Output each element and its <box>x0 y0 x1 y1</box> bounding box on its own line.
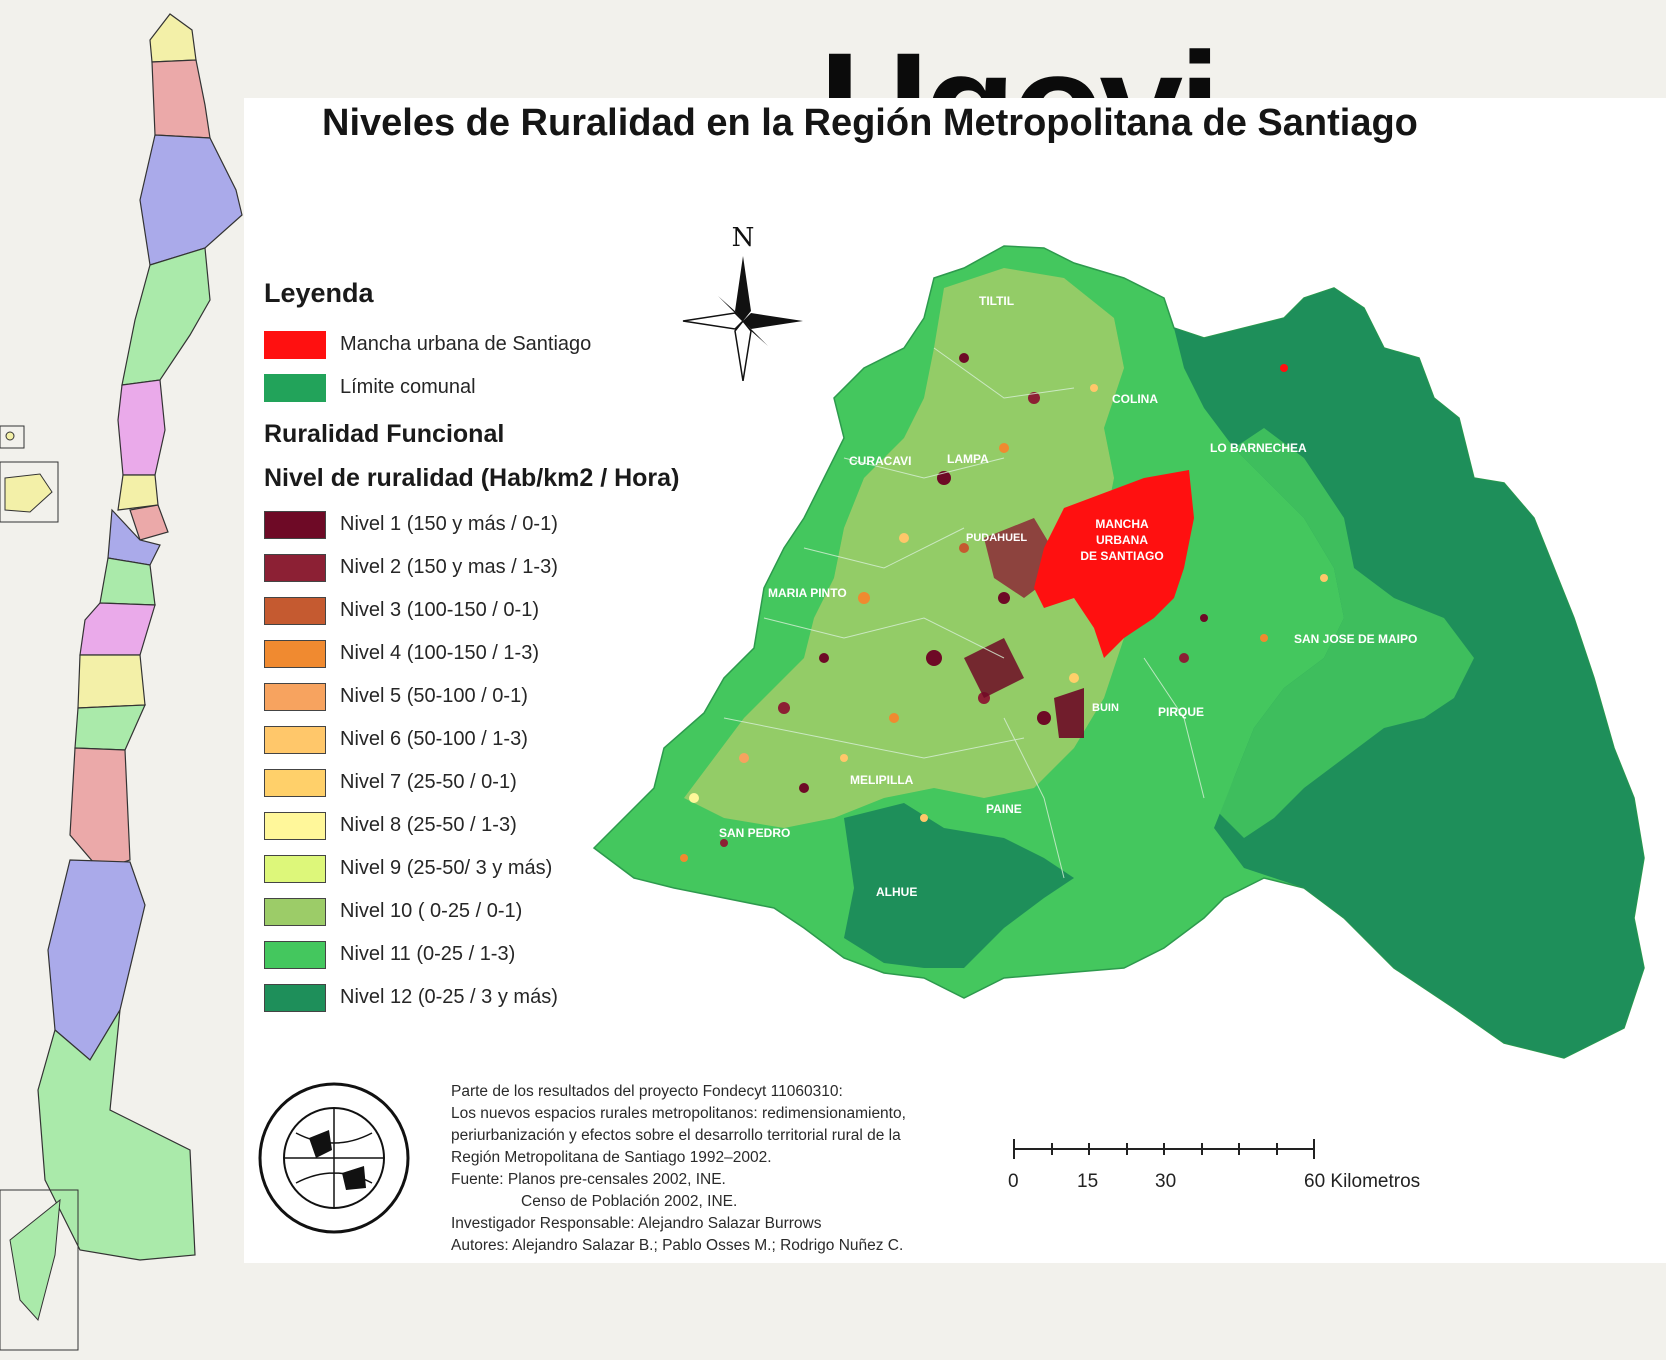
region-level11-band <box>1219 428 1474 838</box>
legend-item-level-10: Nivel 10 ( 0-25 / 0-1) <box>264 890 734 933</box>
commune-label-buin: BUIN <box>1092 702 1119 714</box>
chile-regions-map <box>0 13 243 1351</box>
legend-swatch <box>264 373 326 402</box>
legend-level-heading: Nivel de ruralidad (Hab/km2 / Hora) <box>264 464 680 492</box>
commune-boundaries <box>723 347 1205 879</box>
legend-level-label: Nivel 5 (50-100 / 0-1) <box>340 685 528 707</box>
scale-label-0: 0 <box>1008 1171 1019 1192</box>
scale-label-15: 15 <box>1077 1171 1099 1192</box>
legend-item-level-2: Nivel 2 (150 y mas / 1-3) <box>264 546 734 589</box>
legend-item-level-8: Nivel 8 (25-50 / 1-3) <box>264 804 734 847</box>
legend-level-label: Nivel 7 (25-50 / 0-1) <box>340 771 517 793</box>
region-map-svg <box>592 245 1645 1059</box>
scale-bar: 0 15 30 60 Kilometros <box>1008 1135 1420 1192</box>
legend-item-level-11: Nivel 11 (0-25 / 1-3) <box>264 933 734 976</box>
commune-label-tiltil: TILTIL <box>979 294 1015 308</box>
legend-swatch <box>264 811 326 840</box>
commune-label-san-pedro: SAN PEDRO <box>719 826 791 840</box>
legend-level-label: Nivel 8 (25-50 / 1-3) <box>340 814 517 836</box>
commune-label-alhue: ALHUE <box>876 885 918 899</box>
commune-label-san-jose-de-maipo: SAN JOSE DE MAIPO <box>1294 632 1418 646</box>
commune-label-melipilla: MELIPILLA <box>850 773 914 787</box>
commune-label-pudahuel: PUDAHUEL <box>966 532 1028 544</box>
legend-swatch <box>264 725 326 754</box>
legend-subheading: Ruralidad Funcional <box>264 420 505 448</box>
legend-item-level-4: Nivel 4 (100-150 / 1-3) <box>264 632 734 675</box>
legend-swatch <box>264 854 326 883</box>
legend-level-label: Nivel 11 (0-25 / 1-3) <box>340 943 516 965</box>
inset-islands-box <box>0 425 25 449</box>
scale-label-30: 30 <box>1155 1171 1177 1192</box>
legend-level-label: Nivel 9 (25-50/ 3 y más) <box>340 857 553 879</box>
region-loslagos <box>69 747 131 871</box>
legend-swatch <box>264 330 326 359</box>
region-araucania <box>77 654 146 709</box>
commune-label-paine: PAINE <box>986 802 1022 816</box>
commune-label-colina: COLINA <box>1112 392 1158 406</box>
urban-santiago-area <box>1034 470 1194 658</box>
legend-item-level-12: Nivel 12 (0-25 / 3 y más) <box>264 976 734 1019</box>
legend-swatch <box>264 639 326 668</box>
legend-swatch <box>264 983 326 1012</box>
legend-level-label: Nivel 3 (100-150 / 0-1) <box>340 599 539 621</box>
map-legend: Leyenda Mancha urbana de Santiago Límite… <box>264 278 734 1019</box>
region-level10-center <box>684 268 1124 828</box>
legend-heading: Leyenda <box>264 278 374 308</box>
legend-level-label: Nivel 1 (150 y más / 0-1) <box>340 513 558 535</box>
scale-bar-graphic <box>1013 1139 1315 1159</box>
legend-item-commune-limit: Límite comunal <box>264 366 734 409</box>
region-magallanes <box>37 1009 196 1261</box>
region-coquimbo <box>117 379 166 476</box>
commune-label-lampa: LAMPA <box>947 452 989 466</box>
legend-swatch <box>264 940 326 969</box>
region-atacama <box>121 247 211 386</box>
inset-easter-island-box <box>0 461 59 523</box>
region-metropolitana <box>129 504 169 541</box>
region-aysen <box>47 859 146 1061</box>
inset-antarctica-box <box>0 1189 79 1351</box>
region-level12-southwest <box>844 803 1074 968</box>
legend-item-level-9: Nivel 9 (25-50/ 3 y más) <box>264 847 734 890</box>
legend-level-list: Nivel 1 (150 y más / 0-1) Nivel 2 (150 y … <box>264 503 734 1019</box>
legend-swatch <box>264 510 326 539</box>
map-title: Niveles de Ruralidad en la Región Metrop… <box>322 102 1418 144</box>
legend-swatch <box>264 596 326 625</box>
region-tarapaca <box>151 59 211 139</box>
commune-label-lo-barnechea: LO BARNECHEA <box>1210 441 1307 455</box>
legend-swatch <box>264 553 326 582</box>
legend-level-label: Nivel 4 (100-150 / 1-3) <box>340 642 539 664</box>
legend-swatch <box>264 897 326 926</box>
university-seal-logo <box>258 1082 410 1234</box>
commune-label-pirque: PIRQUE <box>1158 705 1205 719</box>
legend-level-label: Nivel 2 (150 y mas / 1-3) <box>340 556 558 578</box>
legend-level-label: Nivel 10 ( 0-25 / 0-1) <box>340 900 523 922</box>
region-arica <box>149 13 197 63</box>
legend-swatch <box>264 682 326 711</box>
legend-level-label: Nivel 6 (50-100 / 1-3) <box>340 728 528 750</box>
region-losrios <box>74 704 146 751</box>
legend-item-level-1: Nivel 1 (150 y más / 0-1) <box>264 503 734 546</box>
commune-label-maria-pinto: MARIA PINTO <box>768 586 847 600</box>
north-label: N <box>732 223 755 253</box>
commune-label-curacavi: CURACAVI <box>849 454 912 468</box>
scale-label-60-km: 60 Kilometros <box>1304 1171 1421 1192</box>
legend-swatch <box>264 768 326 797</box>
legend-item-level-3: Nivel 3 (100-150 / 0-1) <box>264 589 734 632</box>
urban-area-label: MANCHA URBANA DE SANTIAGO <box>1080 517 1164 563</box>
region-maule <box>99 557 156 606</box>
region-antofagasta <box>139 134 243 266</box>
map-credits: Parte de los resultados del proyecto Fon… <box>451 1083 906 1254</box>
legend-item-level-5: Nivel 5 (50-100 / 0-1) <box>264 675 734 718</box>
region-valparaiso <box>117 474 159 511</box>
rurality-map-card: Niveles de Ruralidad en la Región Metrop… <box>244 98 1666 1263</box>
legend-item-level-6: Nivel 6 (50-100 / 1-3) <box>264 718 734 761</box>
legend-item-level-7: Nivel 7 (25-50 / 0-1) <box>264 761 734 804</box>
north-arrow-icon: N <box>682 223 803 381</box>
region-biobio <box>79 602 156 656</box>
legend-item-urban: Mancha urbana de Santiago <box>264 323 734 366</box>
legend-level-label: Nivel 12 (0-25 / 3 y más) <box>340 986 558 1008</box>
region-ohiggins <box>107 508 161 566</box>
